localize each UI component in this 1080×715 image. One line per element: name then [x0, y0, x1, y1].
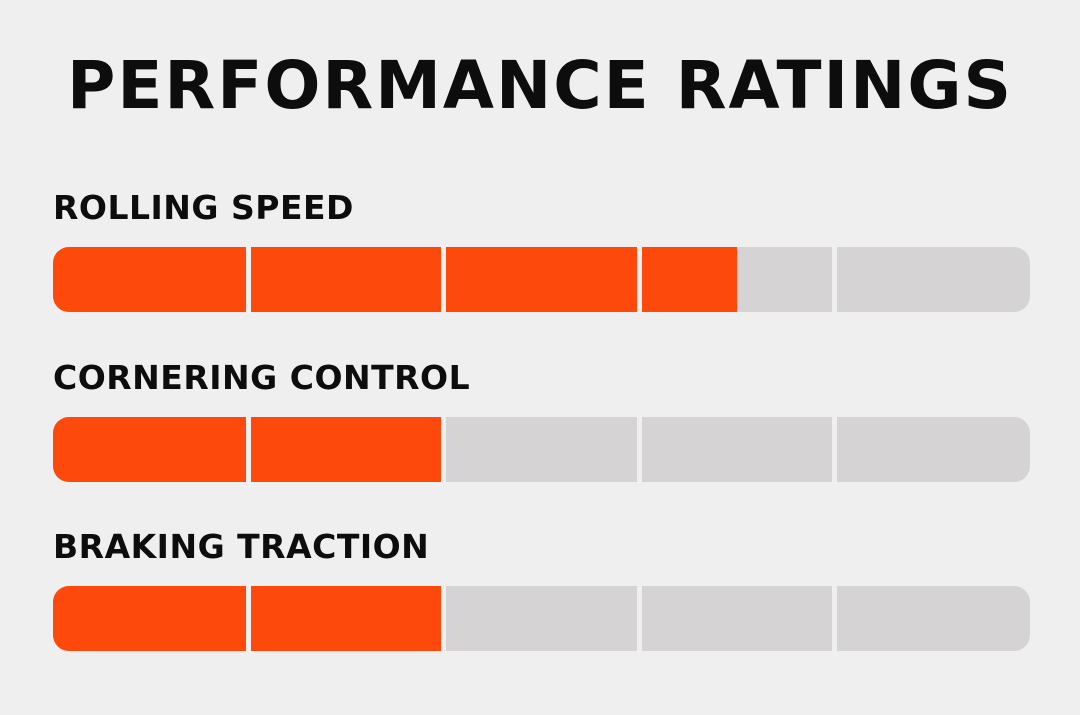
segment-divider — [441, 247, 447, 312]
segment-divider — [636, 586, 642, 651]
metric-label: ROLLING SPEED — [53, 188, 354, 227]
chart-title: PERFORMANCE RATINGS — [66, 47, 1014, 124]
metric-rolling-speed: ROLLING SPEED — [53, 188, 1030, 312]
segment-divider — [832, 417, 838, 482]
segment-divider — [441, 417, 447, 482]
segment-divider — [441, 586, 447, 651]
metric-cornering-control: CORNERING CONTROL — [53, 358, 1030, 482]
rating-bar — [53, 417, 1030, 482]
segment-divider — [636, 417, 642, 482]
metric-label: CORNERING CONTROL — [53, 358, 471, 397]
segment-divider — [832, 586, 838, 651]
segment-divider — [832, 247, 838, 312]
rating-bar — [53, 586, 1030, 651]
segment-divider — [245, 247, 251, 312]
metric-braking-traction: BRAKING TRACTION — [53, 527, 1030, 651]
segment-divider — [245, 417, 251, 482]
metric-label: BRAKING TRACTION — [53, 527, 430, 566]
rating-fill — [53, 247, 737, 312]
rating-bar — [53, 247, 1030, 312]
segment-divider — [245, 586, 251, 651]
segment-divider — [636, 247, 642, 312]
